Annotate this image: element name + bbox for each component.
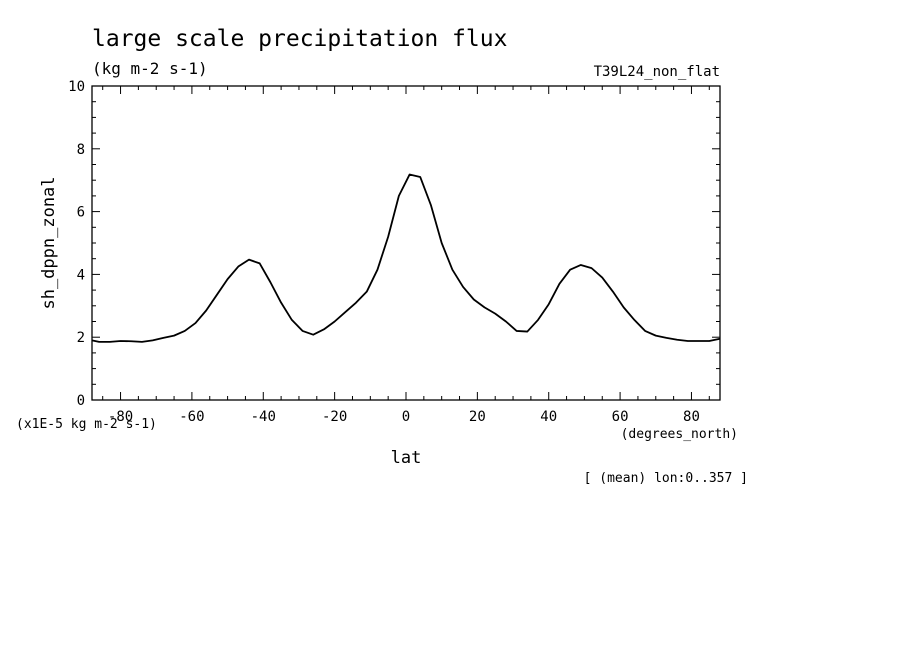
x-tick-label: -20: [322, 409, 347, 425]
x-tick-labels: -80 -60 -40 -20 0 20 40 60 80: [108, 409, 700, 425]
y-tick-label: 0: [77, 393, 85, 409]
units-label: (kg m-2 s-1): [92, 59, 208, 78]
y-tick-label: 6: [77, 205, 85, 221]
x-tick-label: 0: [402, 409, 410, 425]
x-tick-label: 40: [540, 409, 557, 425]
y-tick-label: 8: [77, 142, 85, 158]
y-tick-label: 4: [77, 267, 85, 283]
footnote: [ (mean) lon:0..357 ]: [584, 471, 748, 486]
series-line: [91, 173, 721, 343]
y-tick-label: 2: [77, 330, 85, 346]
x-tick-label: 80: [683, 409, 700, 425]
axis-ticks: [92, 86, 720, 400]
x-tick-label: 20: [469, 409, 486, 425]
chart-title: large scale precipitation flux: [92, 26, 507, 52]
x-tick-label: -40: [251, 409, 276, 425]
x-tick-label: 60: [612, 409, 629, 425]
scale-label: (x1E-5 kg m-2 s-1): [16, 417, 157, 432]
x-tick-label: -80: [108, 409, 133, 425]
x-tick-label: -60: [179, 409, 204, 425]
x-units-label: (degrees_north): [621, 427, 738, 442]
y-tick-labels: 0 2 4 6 8 10: [68, 79, 85, 409]
dataset-label: T39L24_non_flat: [594, 64, 720, 80]
y-axis-label: sh_dppn_zonal: [39, 176, 59, 309]
plot-frame: [91, 85, 721, 401]
x-axis-label: lat: [391, 448, 422, 468]
y-tick-label: 10: [68, 79, 85, 95]
